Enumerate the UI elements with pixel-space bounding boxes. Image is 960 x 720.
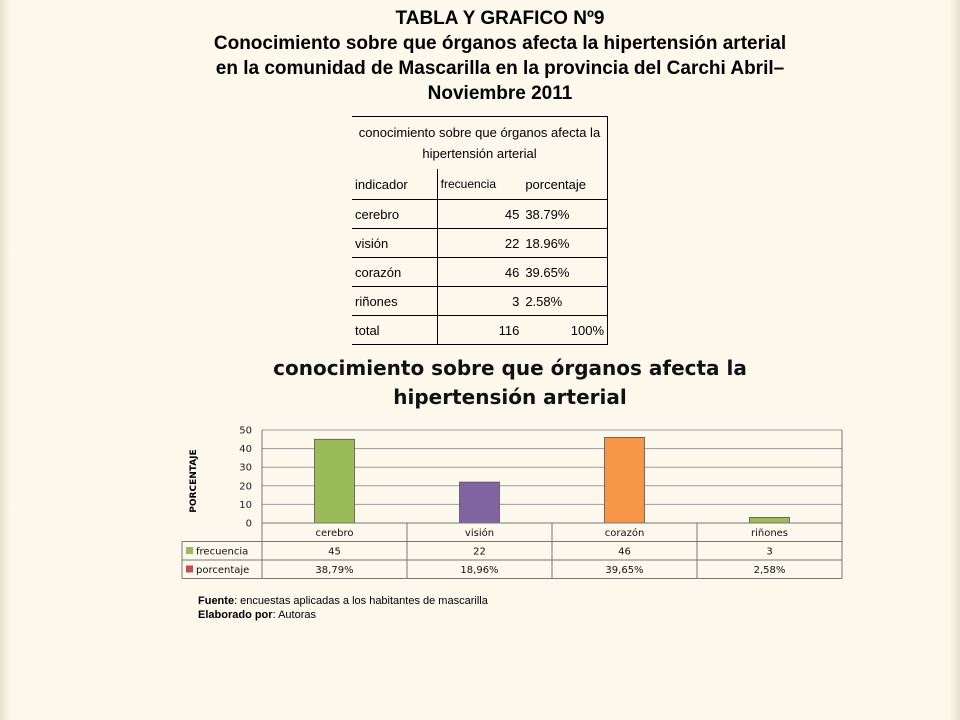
y-tick-label: 20 [239,481,252,492]
legend-entry: frecuencia [196,547,248,558]
y-axis-ticks: 0 10 20 30 40 50 [239,426,252,530]
header-line-1: TABLA Y GRAFICO Nº9 [395,8,605,29]
row-frequency: 3 [437,286,523,316]
legend-entry: porcentaje [196,565,249,576]
row-percentage: 2.58% [522,286,609,316]
table-row: cerebro 45 38.79% [352,199,609,229]
legend-swatch-frecuencia [186,547,193,554]
author-label: Elaborado por [198,609,273,621]
data-label: 22 [473,547,486,558]
author-text: : Autoras [272,609,316,621]
page-header: TABLA Y GRAFICO Nº9 Conocimiento sobre q… [130,6,870,106]
chart-title: conocimiento sobre que órganos afecta la… [220,354,800,412]
page-edge-right [950,0,960,720]
y-tick-label: 50 [239,426,252,437]
y-tick-label: 40 [239,444,252,455]
row-indicator: riñones [352,286,438,316]
author-note: Elaborado por: Autoras [198,608,488,622]
data-label: 38,79% [315,565,353,576]
source-text: : encuestas aplicadas a los habitantes d… [234,595,488,607]
x-category-label: visión [465,527,494,539]
header-line-2: Conocimiento sobre que órganos afecta la… [213,33,787,54]
header-indicator: indicador [352,169,438,200]
data-label: 18,96% [460,565,498,576]
table-header-row: indicador frecuencia porcentaje [352,169,609,200]
row-percentage: 38.79% [522,199,609,229]
x-category-label: cerebro [315,528,353,539]
bar-cerebro [314,438,355,524]
bar-visión [459,481,500,524]
chart-data-table: cerebro visión corazón riñones frecuencia 45 2… [181,430,843,579]
row-frequency: 45 [437,199,523,229]
source-label: Fuente [198,595,235,607]
y-axis-label: PORCENTAJE [189,449,199,512]
source-note: Fuente: encuestas aplicadas a los habita… [198,594,488,608]
table-caption: conocimiento sobre que órganos afecta la… [352,116,608,169]
header-line-4: Noviembre 2011 [427,83,573,104]
bar-corazón [604,437,645,524]
data-label: 46 [618,547,631,558]
table-row: corazón 46 39.65% [352,257,609,287]
row-indicator: cerebro [352,199,438,229]
header-line-3: en la comunidad de Mascarilla en la prov… [215,58,785,79]
page-edge-left [0,0,10,720]
data-label: 3 [766,547,772,558]
total-percentage: 100% [522,315,609,345]
data-label: 2,58% [754,565,786,576]
row-indicator: visión [352,228,438,258]
total-indicator: total [352,315,438,345]
y-tick-label: 30 [239,463,252,474]
table-row: visión 22 18.96% [352,228,609,258]
data-label: 45 [328,547,341,558]
chart-title-line-2: hipertensión arterial [393,385,627,409]
bar-chart: PORCENTAJE 0 10 20 30 40 50 cerebro visión cora… [181,426,843,579]
frequency-table: conocimiento sobre que órganos afecta la… [352,116,609,345]
footer: Fuente: encuestas aplicadas a los habita… [198,594,488,622]
x-category-label: corazón [605,527,645,539]
data-label: 39,65% [605,565,643,576]
header-percentage: porcentaje [522,169,609,200]
x-category-label: riñones [751,528,788,539]
row-indicator: corazón [352,257,438,287]
row-frequency: 46 [437,257,523,287]
header-frequency: frecuencia [437,169,523,200]
row-frequency: 22 [437,228,523,258]
row-percentage: 39.65% [522,257,609,287]
y-tick-label: 0 [246,519,252,530]
chart-title-line-1: conocimiento sobre que órganos afecta la [273,356,747,380]
table-total-row: total 116 100% [352,315,609,345]
legend-swatch-porcentaje [186,565,193,573]
row-percentage: 18.96% [522,228,609,258]
bars [314,437,790,524]
y-tick-label: 10 [239,500,252,511]
table-row: riñones 3 2.58% [352,286,609,316]
total-frequency: 116 [437,315,523,345]
bar-riñones [749,517,790,524]
